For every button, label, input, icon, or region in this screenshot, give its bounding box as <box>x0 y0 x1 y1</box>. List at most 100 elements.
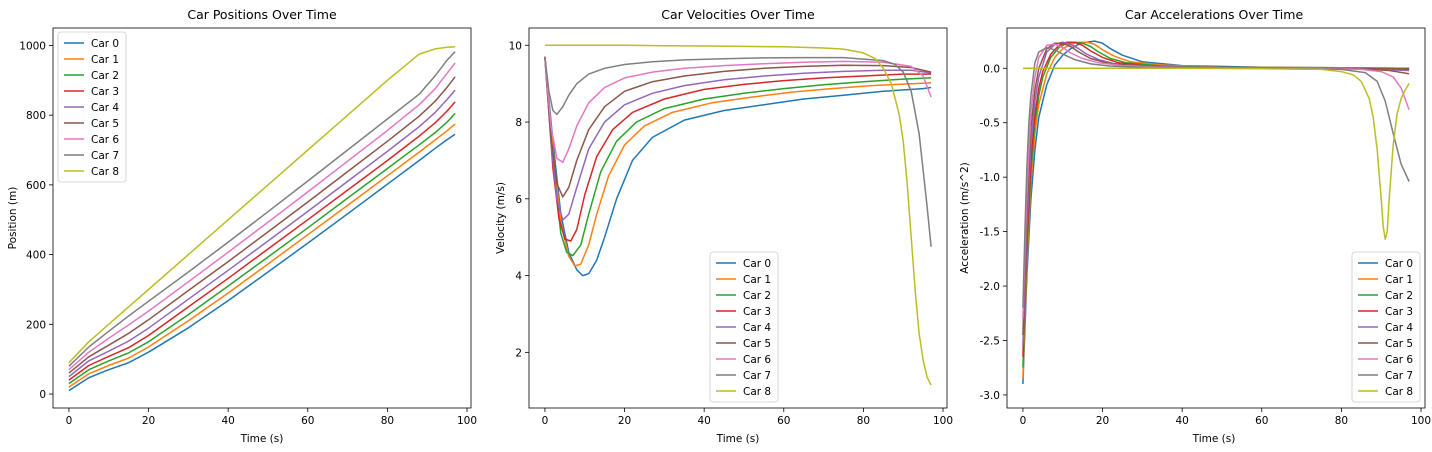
x-tick-label: 60 <box>301 415 314 427</box>
y-tick-label: 0.0 <box>983 63 1000 75</box>
legend-label: Car 6 <box>743 354 771 366</box>
chart-title: Car Accelerations Over Time <box>1125 7 1304 22</box>
y-axis-label: Position (m) <box>7 187 19 250</box>
x-axis-label: Time (s) <box>716 433 760 445</box>
legend-label: Car 5 <box>743 338 771 350</box>
axes-frame <box>528 27 948 409</box>
y-tick-label: 400 <box>26 250 46 262</box>
legend: Car 0 Car 1 Car 2 Car 3 Car 4 Car 5 Car 6 Car 7… <box>57 31 127 183</box>
series-line-car-5 <box>1022 42 1410 336</box>
legend-label: Car 1 <box>91 54 119 66</box>
legend-label: Car 3 <box>743 306 771 318</box>
x-tick-label: 100 <box>933 415 953 427</box>
series-line-car-4 <box>544 56 932 221</box>
y-tick-label: 10 <box>509 40 522 52</box>
acceleration-chart: Car Accelerations Over Time Time (s) Acc… <box>959 7 1431 445</box>
legend: Car 0 Car 1 Car 2 Car 3 Car 4 Car 5 Car 6 Car 7… <box>709 251 779 403</box>
chart-title: Car Positions Over Time <box>187 7 337 22</box>
x-tick-label: 100 <box>1411 415 1431 427</box>
y-tick-label: -2.0 <box>980 281 1001 293</box>
series-line-car-3 <box>68 101 456 381</box>
series-line-car-0 <box>68 133 456 392</box>
legend-label: Car 5 <box>91 118 119 130</box>
x-tick-label: 20 <box>618 415 631 427</box>
x-tick-label: 60 <box>777 415 790 427</box>
y-tick-label: -2.5 <box>980 335 1001 347</box>
y-tick-label: -0.5 <box>980 118 1001 130</box>
legend-label: Car 5 <box>1385 338 1413 350</box>
legend-label: Car 4 <box>1385 322 1413 334</box>
legend-frame <box>1351 251 1421 403</box>
series-line-car-2 <box>544 56 932 257</box>
x-tick-label: 40 <box>697 415 710 427</box>
y-axis-label: Velocity (m/s) <box>495 182 507 254</box>
series-line-car-6 <box>1022 43 1410 319</box>
series-line-car-6 <box>544 56 932 164</box>
series-line-car-6 <box>68 62 456 371</box>
axes-frame <box>1006 27 1426 409</box>
x-tick-label: 20 <box>1096 415 1109 427</box>
x-tick-label: 60 <box>1255 415 1268 427</box>
y-tick-label: -1.5 <box>980 227 1001 239</box>
x-tick-label: 0 <box>1020 415 1027 427</box>
legend-label: Car 2 <box>91 70 119 82</box>
legend-label: Car 1 <box>1385 274 1413 286</box>
legend-label: Car 8 <box>743 386 771 398</box>
legend-label: Car 7 <box>743 370 771 382</box>
series-line-car-5 <box>544 56 932 198</box>
x-tick-label: 40 <box>221 415 234 427</box>
legend-label: Car 2 <box>743 290 771 302</box>
series-line-car-8 <box>68 46 456 364</box>
series-line-car-8 <box>544 44 932 386</box>
legend-label: Car 7 <box>1385 370 1413 382</box>
x-axis-label: Time (s) <box>240 433 284 445</box>
series-line-car-3 <box>1022 41 1410 357</box>
x-tick-label: 20 <box>142 415 155 427</box>
legend: Car 0 Car 1 Car 2 Car 3 Car 4 Car 5 Car 6 Car 7… <box>1351 251 1421 403</box>
velocity-chart: Car Velocities Over Time Time (s) Veloci… <box>495 7 953 445</box>
series-line-car-5 <box>68 76 456 374</box>
x-tick-label: 0 <box>542 415 549 427</box>
series-line-car-7 <box>1022 46 1410 308</box>
legend-label: Car 8 <box>91 166 119 178</box>
y-axis-label: Acceleration (m/s^2) <box>959 162 971 274</box>
legend-label: Car 0 <box>91 38 119 50</box>
legend-label: Car 0 <box>743 258 771 270</box>
legend-frame <box>57 31 127 183</box>
series-line-car-7 <box>68 51 456 367</box>
series-line-car-7 <box>544 56 932 247</box>
legend-label: Car 3 <box>1385 306 1413 318</box>
y-tick-label: 0 <box>39 389 46 401</box>
x-tick-label: 80 <box>381 415 394 427</box>
series-line-car-0 <box>544 56 932 277</box>
series-line-car-8 <box>1022 67 1410 240</box>
x-axis-label: Time (s) <box>1192 433 1236 445</box>
legend-label: Car 4 <box>91 102 119 114</box>
y-tick-label: 2 <box>515 347 522 359</box>
y-tick-label: -3.0 <box>980 390 1001 402</box>
legend-label: Car 7 <box>91 150 119 162</box>
y-tick-label: 800 <box>26 110 46 122</box>
series-line-car-1 <box>68 123 456 388</box>
series-line-car-3 <box>544 56 932 242</box>
series-line-car-1 <box>544 56 932 267</box>
legend-label: Car 8 <box>1385 386 1413 398</box>
series-line-car-4 <box>1022 41 1410 346</box>
x-tick-label: 0 <box>66 415 73 427</box>
series-line-car-4 <box>68 89 456 378</box>
legend-label: Car 6 <box>1385 354 1413 366</box>
axes-frame <box>52 27 472 409</box>
legend-label: Car 0 <box>1385 258 1413 270</box>
series-line-car-1 <box>1022 41 1410 379</box>
x-tick-label: 100 <box>457 415 477 427</box>
y-tick-label: 200 <box>26 319 46 331</box>
position-chart: Car Positions Over Time Time (s) Positio… <box>7 7 477 445</box>
legend-label: Car 2 <box>1385 290 1413 302</box>
y-tick-label: 6 <box>515 194 522 206</box>
series-line-car-0 <box>1022 40 1410 385</box>
y-tick-label: -1.0 <box>980 172 1001 184</box>
legend-label: Car 4 <box>743 322 771 334</box>
chart-title: Car Velocities Over Time <box>661 7 815 22</box>
x-tick-label: 80 <box>857 415 870 427</box>
